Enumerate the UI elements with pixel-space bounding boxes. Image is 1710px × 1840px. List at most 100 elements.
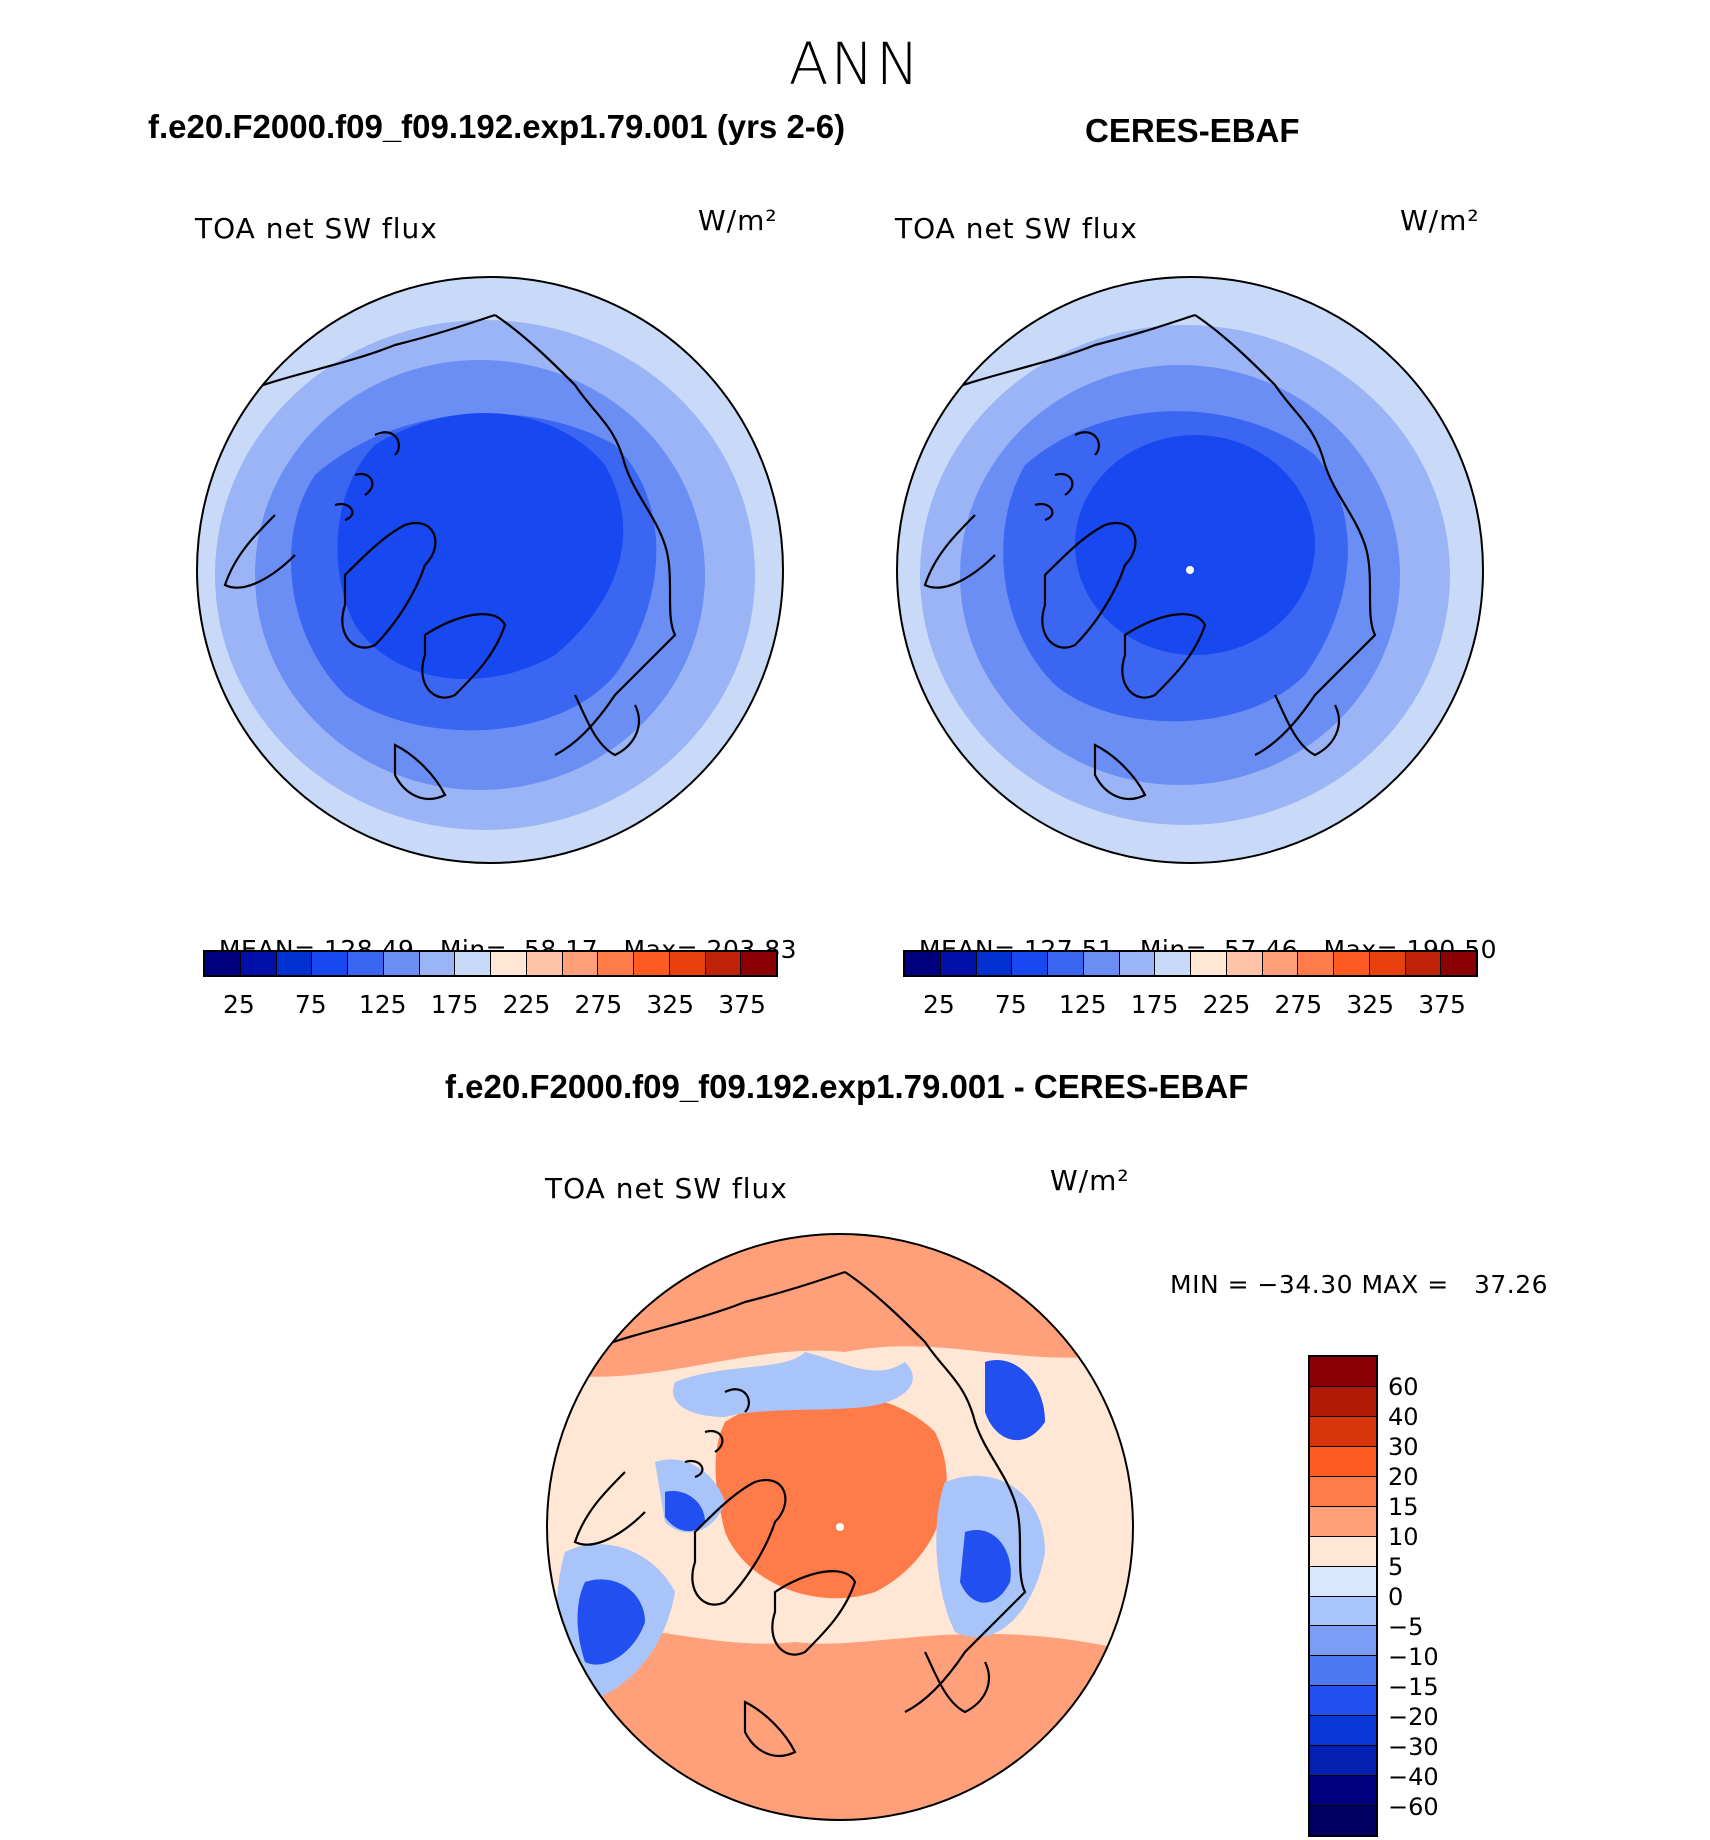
- colorbar-swatch: [1310, 1596, 1376, 1627]
- tick-label: 225: [1202, 990, 1251, 1019]
- page-title: ANN: [788, 30, 922, 98]
- colorbar-swatch: [1119, 952, 1156, 975]
- colorbar-swatch: [1310, 1566, 1376, 1597]
- left-panel-title: f.e20.F2000.f09_f09.192.exp1.79.001 (yrs…: [148, 108, 846, 145]
- tick-label: −10: [1388, 1643, 1439, 1671]
- tick-label: 175: [430, 990, 479, 1019]
- tick-label: 325: [1346, 990, 1395, 1019]
- map-core: [1075, 435, 1315, 655]
- tick-label: 0: [1388, 1583, 1404, 1611]
- colorbar-swatch: [1262, 952, 1299, 975]
- colorbar-swatch: [419, 952, 456, 975]
- colorbar-swatch: [491, 952, 527, 975]
- right-colorbar-ticks: 25 75 125 175 225 275 325 375: [903, 990, 1478, 1020]
- colorbar-swatch: [1310, 1476, 1376, 1507]
- right-variable-label: TOA net SW flux: [895, 212, 1138, 245]
- tick-label: 125: [358, 990, 407, 1019]
- colorbar-swatch: [905, 952, 941, 975]
- colorbar-swatch: [940, 952, 977, 975]
- tick-label: 225: [502, 990, 551, 1019]
- map-cold-archipelago: [665, 1491, 705, 1532]
- tick-label: −5: [1388, 1613, 1424, 1641]
- colorbar-swatch: [276, 952, 313, 975]
- colorbar-swatch: [1405, 952, 1442, 975]
- colorbar-swatch: [1441, 952, 1476, 975]
- tick-label: 5: [1388, 1553, 1404, 1581]
- colorbar-swatch: [741, 952, 776, 975]
- tick-label: −30: [1388, 1733, 1439, 1761]
- tick-label: 75: [994, 990, 1027, 1019]
- colorbar-swatch: [1310, 1416, 1376, 1447]
- diff-units-label: W/m²: [1050, 1164, 1130, 1197]
- diff-variable-label: TOA net SW flux: [545, 1172, 788, 1205]
- pole-marker: [1186, 566, 1194, 574]
- left-polar-map: [196, 276, 784, 864]
- coastlines: [573, 1270, 1027, 1757]
- tick-label: 20: [1388, 1463, 1419, 1491]
- map-hot-center: [715, 1393, 947, 1599]
- tick-label: 325: [646, 990, 695, 1019]
- right-units-label: W/m²: [1400, 204, 1480, 237]
- coastlines: [923, 313, 1377, 800]
- colorbar-swatch: [1310, 1536, 1376, 1567]
- left-colorbar-ticks: 25 75 125 175 225 275 325 375: [203, 990, 778, 1020]
- colorbar-swatch: [705, 952, 742, 975]
- colorbar-swatch: [205, 952, 241, 975]
- tick-label: 40: [1388, 1403, 1419, 1431]
- colorbar-swatch: [1155, 952, 1191, 975]
- diff-minmax: MIN = −34.30 MAX = 37.26: [1170, 1270, 1549, 1299]
- colorbar-swatch: [1226, 952, 1263, 975]
- right-panel-title: CERES-EBAF: [1085, 112, 1300, 149]
- colorbar-swatch: [1012, 952, 1048, 975]
- pole-marker: [836, 1523, 844, 1531]
- tick-label: 125: [1058, 990, 1107, 1019]
- tick-label: −15: [1388, 1673, 1439, 1701]
- colorbar-swatch: [1310, 1716, 1376, 1747]
- diff-panel-title: f.e20.F2000.f09_f09.192.exp1.79.001 - CE…: [445, 1068, 1249, 1105]
- right-polar-map: [896, 276, 1484, 864]
- colorbar-swatch: [1310, 1506, 1376, 1537]
- diff-colorbar-ticks: 60 40 30 20 15 10 5 0 −5 −10 −15 −20 −30…: [1388, 1355, 1478, 1837]
- colorbar-swatch: [1310, 1626, 1376, 1657]
- map-boundary: [196, 276, 784, 864]
- tick-label: 275: [1274, 990, 1323, 1019]
- tick-label: 375: [718, 990, 766, 1019]
- tick-label: 60: [1388, 1373, 1419, 1401]
- colorbar-swatch: [1310, 1686, 1376, 1717]
- coastlines: [223, 313, 677, 800]
- map-cold-northeast: [985, 1360, 1045, 1441]
- colorbar-swatch: [1310, 1806, 1376, 1835]
- diff-colorbar: [1308, 1355, 1378, 1837]
- tick-label: 375: [1418, 990, 1466, 1019]
- map-boundary: [896, 276, 1484, 864]
- tick-label: 175: [1130, 990, 1179, 1019]
- colorbar-swatch: [240, 952, 277, 975]
- colorbar-swatch: [1310, 1656, 1376, 1687]
- colorbar-swatch: [669, 952, 706, 975]
- tick-label: 15: [1388, 1493, 1419, 1521]
- colorbar-swatch: [1048, 952, 1084, 975]
- map-cold-east: [960, 1530, 1011, 1603]
- colorbar-swatch: [1310, 1386, 1376, 1417]
- map-core: [337, 412, 624, 679]
- tick-label: 10: [1388, 1523, 1419, 1551]
- colorbar-swatch: [1191, 952, 1227, 975]
- colorbar-swatch: [1369, 952, 1406, 975]
- map-cool-north: [673, 1352, 913, 1417]
- colorbar-swatch: [455, 952, 491, 975]
- right-colorbar: [903, 950, 1478, 977]
- colorbar-swatch: [976, 952, 1013, 975]
- tick-label: −60: [1388, 1793, 1439, 1821]
- colorbar-swatch: [598, 952, 634, 975]
- colorbar-swatch: [634, 952, 670, 975]
- colorbar-swatch: [562, 952, 599, 975]
- left-variable-label: TOA net SW flux: [195, 212, 438, 245]
- colorbar-swatch: [1334, 952, 1370, 975]
- colorbar-swatch: [1298, 952, 1334, 975]
- colorbar-swatch: [348, 952, 384, 975]
- diff-polar-map: [546, 1233, 1134, 1821]
- tick-label: 25: [923, 990, 955, 1019]
- colorbar-swatch: [1310, 1446, 1376, 1477]
- tick-label: 30: [1388, 1433, 1419, 1461]
- map-boundary: [546, 1233, 1134, 1821]
